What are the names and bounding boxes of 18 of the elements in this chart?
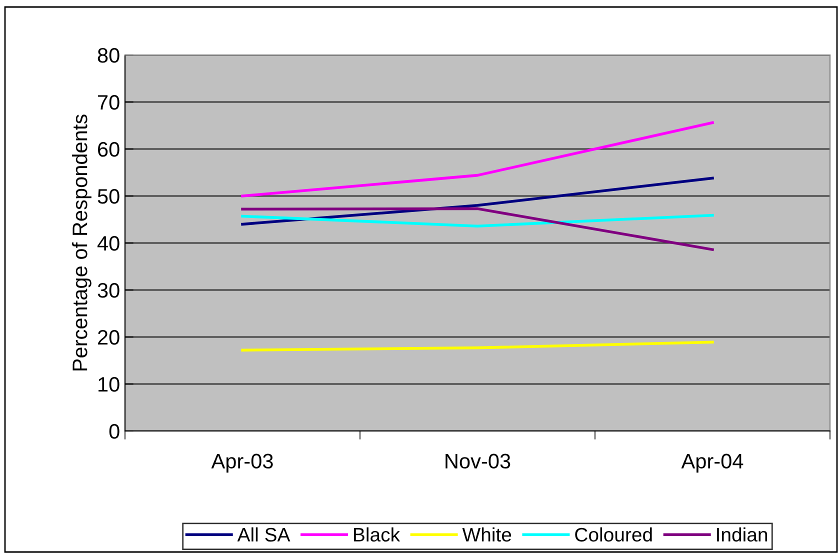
y-tick-label: 30 (98, 283, 120, 298)
y-axis-title: Percentage of Respondents (72, 114, 92, 370)
x-tick-label: Apr-03 (211, 454, 273, 473)
y-tick-label: 80 (98, 48, 120, 63)
y-tick-label: 40 (97, 236, 120, 251)
legend-label: Indian (717, 527, 768, 542)
y-tick-label: 70 (98, 95, 120, 110)
y-tick-label: 0 (109, 424, 120, 439)
y-tick-label: 50 (98, 189, 120, 204)
y-tick-label: 10 (98, 377, 120, 392)
legend-label: White (462, 527, 512, 542)
legend-label: Coloured (575, 527, 652, 542)
legend-label: All SA (237, 527, 290, 542)
x-tick-label: Nov-03 (446, 454, 510, 469)
y-tick-label: 60 (98, 142, 120, 157)
y-tick-label: 20 (98, 330, 120, 345)
x-tick-label: Apr-04 (681, 454, 744, 473)
legend-label: Black (354, 527, 400, 542)
